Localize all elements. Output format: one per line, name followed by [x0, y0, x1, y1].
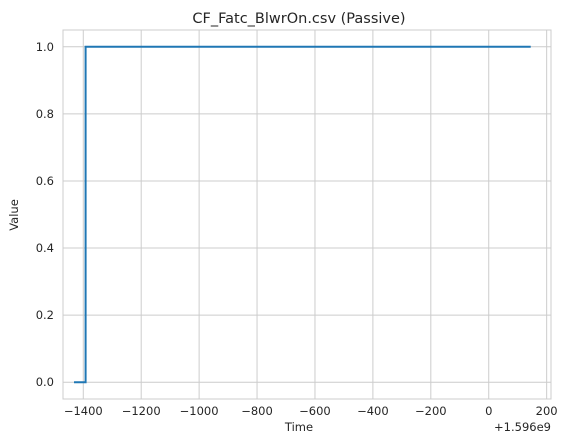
x-offset-label: +1.596e9: [494, 420, 551, 434]
x-tick-label: 0: [485, 404, 492, 418]
y-tick-label: 1.0: [36, 40, 54, 54]
x-tick-label: −400: [357, 404, 389, 418]
x-tick-label: −1000: [180, 404, 219, 418]
chart-title: CF_Fatc_BlwrOn.csv (Passive): [192, 11, 405, 27]
x-tick-label: −600: [299, 404, 331, 418]
x-tick-label: 200: [536, 404, 558, 418]
y-tick-label: 0.4: [36, 241, 54, 255]
y-tick-labels: 0.0 0.2 0.4 0.6 0.8 1.0: [36, 40, 54, 389]
series-group: [74, 45, 531, 384]
y-tick-label: 0.2: [36, 308, 54, 322]
series-line: [74, 45, 531, 384]
y-tick-label: 0.6: [36, 174, 54, 188]
x-tick-label: −800: [241, 404, 273, 418]
x-axis-label: Time: [284, 420, 313, 434]
y-tick-label: 0.8: [36, 107, 54, 121]
plot-area-frame: [62, 29, 552, 400]
x-tick-label: −1400: [64, 404, 103, 418]
grid: [63, 30, 551, 399]
x-tick-label: −1200: [122, 404, 161, 418]
x-tick-labels: −1400 −1200 −1000 −800 −600 −400 −200 0 200: [64, 404, 558, 418]
x-tick-label: −200: [415, 404, 447, 418]
y-axis-label: Value: [7, 199, 21, 231]
y-tick-label: 0.0: [36, 375, 54, 389]
